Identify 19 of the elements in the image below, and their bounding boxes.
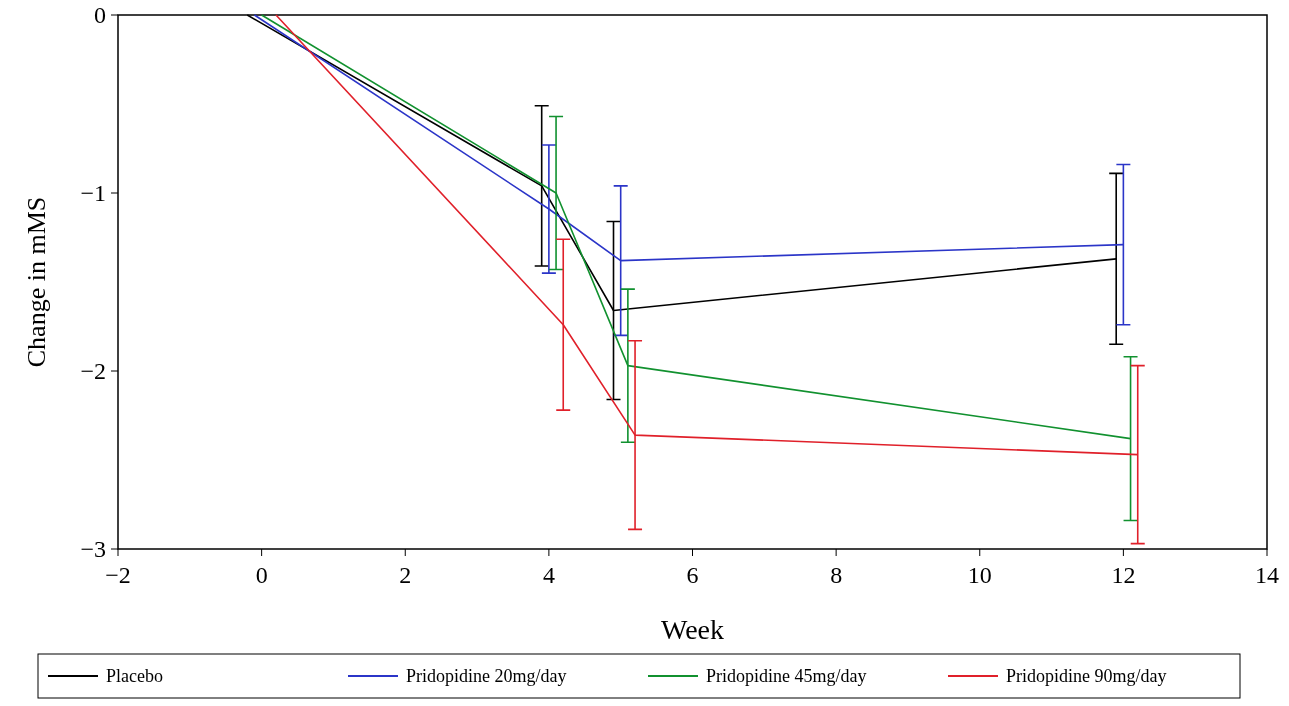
y-tick-label: −3 (80, 536, 106, 562)
y-tick-label: −1 (80, 180, 106, 206)
x-tick-label: −2 (105, 562, 131, 588)
legend-label: Pridopidine 45mg/day (706, 666, 867, 686)
x-tick-label: 10 (967, 562, 992, 588)
x-tick-label: 0 (255, 562, 268, 588)
y-tick-label: 0 (94, 2, 106, 28)
legend-label: Pridopidine 20mg/day (406, 666, 567, 686)
y-tick-label: −2 (80, 358, 106, 384)
x-tick-label: 6 (686, 562, 699, 588)
x-axis-title: Week (660, 614, 725, 645)
y-axis-title: Change in mMS (22, 196, 51, 368)
x-tick-label: 8 (830, 562, 843, 588)
x-tick-label: 4 (542, 562, 555, 588)
legend-label: Pridopidine 90mg/day (1006, 666, 1167, 686)
x-tick-label: 14 (1255, 562, 1279, 588)
x-tick-label: 12 (1111, 562, 1136, 588)
x-tick-label: 2 (399, 562, 412, 588)
legend-label: Placebo (106, 666, 163, 686)
